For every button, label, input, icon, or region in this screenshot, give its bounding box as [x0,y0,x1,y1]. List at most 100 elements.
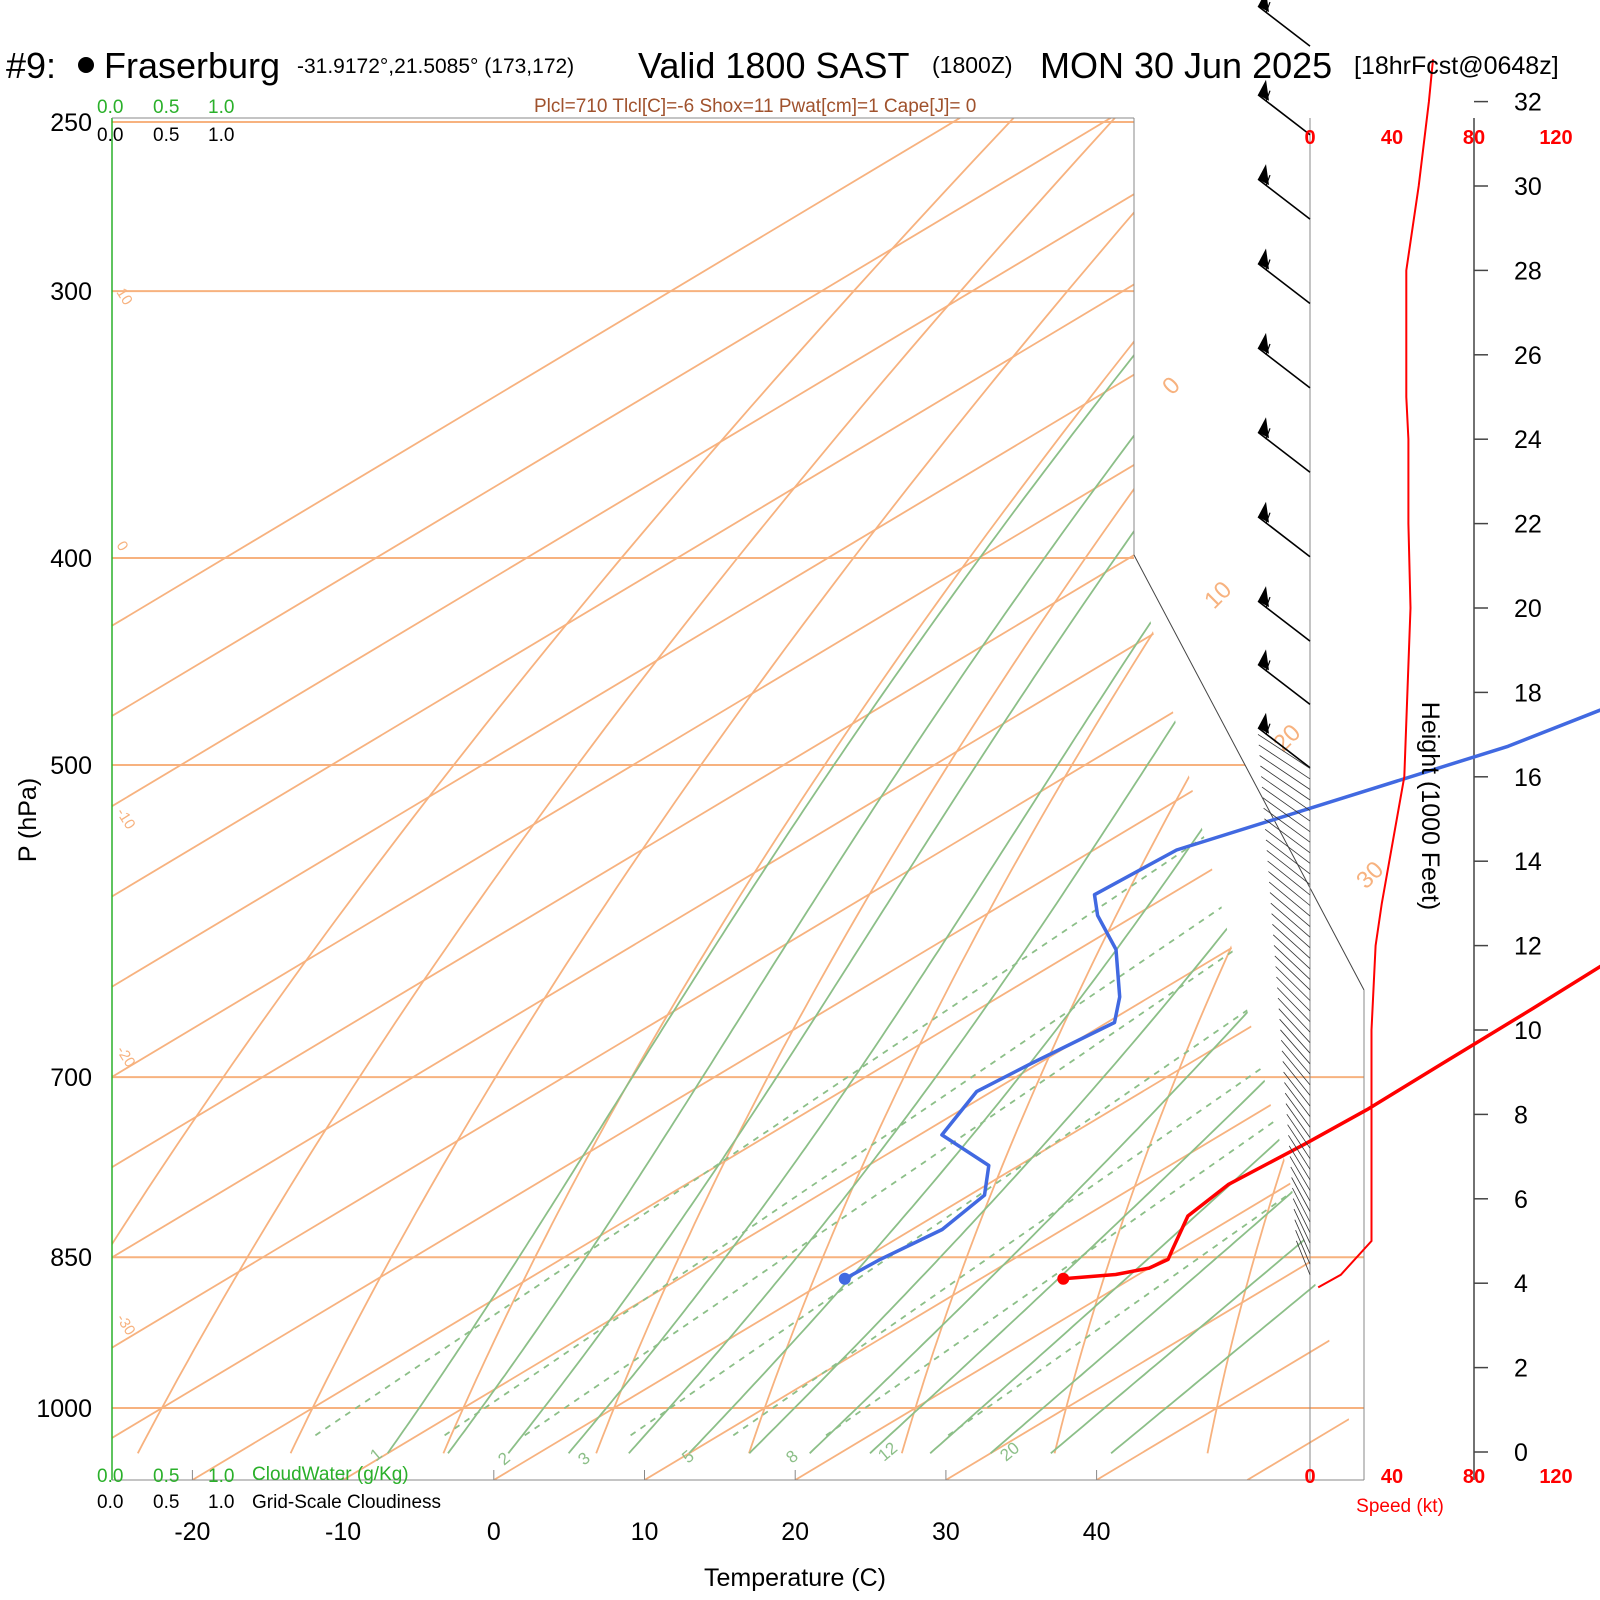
cloudiness-scale-bottom-1: 0.5 [153,1492,179,1513]
valid-zulu: (1800Z) [932,52,1013,78]
wind-barb-pennant [1258,501,1269,523]
moist-adiabat-line [507,118,1364,1454]
pressure-tick-label: 500 [50,752,92,780]
wind-barb-low [1264,828,1311,864]
moist-adiabat-line [567,118,1364,1454]
speed-profile-line [1317,59,1434,1289]
cloudwater-scale-top-0: 0.0 [97,97,123,118]
wind-barb-low [1273,945,1311,980]
wind-barb-pennant [1258,417,1269,439]
moist-adiabat-line [989,118,1364,1454]
moist-adiabat-line [1050,118,1364,1454]
wind-barb-pennant [1258,332,1269,354]
wind-barb-low [1269,892,1311,927]
moist-adiabat-line [628,118,1364,1454]
height-tick-label: 10 [1514,1017,1542,1045]
pressure-tick-label: 700 [50,1064,92,1092]
cloudiness-scale-top-1: 0.5 [153,125,179,146]
wind-barb-low [1288,1135,1311,1170]
wind-barb-low [1280,1029,1311,1065]
wind-barb-low [1274,955,1311,991]
wind-barb-low [1258,744,1311,780]
wind-barb-low [1270,902,1311,938]
height-tick-label: 24 [1514,426,1542,454]
wind-barb-low [1282,1061,1311,1096]
isotherm-line [112,118,1364,1480]
wind-barb-pennant [1258,79,1269,101]
speed-tick-label: 120 [1539,127,1572,149]
cloudwater-label: CloudWater (g/Kg) [252,1464,409,1485]
height-tick-label: 4 [1514,1270,1528,1298]
speed-tick-label: 40 [1381,1466,1403,1488]
dry-adiabat-line [137,118,1147,1454]
sounding-indices: Plcl=710 Tlcl[C]=-6 Shox=11 Pwat[cm]=1 C… [534,96,976,117]
dewpoint-surface-point [838,1272,851,1285]
height-tick-label: 16 [1514,764,1542,792]
wind-barb-low [1278,1008,1311,1043]
mixing-ratio-line [630,557,1364,1437]
mixing-ratio-line [524,557,1364,1437]
speed-label: Speed (kt) [1356,1496,1444,1517]
cloudwater-scale-top-1: 0.5 [153,97,179,118]
mixing-ratio-line [314,557,1364,1437]
speed-tick-label: 120 [1539,1466,1572,1488]
pressure-tick-label: 250 [50,109,92,137]
isotherm-label: -20 [113,1043,139,1070]
isotherm-label: -10 [113,805,139,832]
cloudiness-scale-top-2: 1.0 [208,125,234,146]
cloudwater-scale-bottom-2: 1.0 [208,1466,234,1487]
cloudiness-scale-bottom-0: 0.0 [97,1492,123,1513]
cloudiness-scale-bottom-2: 1.0 [208,1492,234,1513]
wind-barb-low [1272,934,1311,970]
wind-barb-low [1280,1040,1311,1075]
isotherm-line [794,118,1364,1480]
temperature-tick-label: 0 [487,1518,501,1546]
temperature-tick-label: -20 [174,1518,210,1546]
wind-barb-low [1271,913,1311,948]
wind-barb-pennant [1258,649,1269,671]
isobar-lines [112,121,1364,1409]
isotherm-line [945,118,1364,1480]
isotherm-line [342,118,1364,1480]
isotherm-line [112,118,1262,1480]
mixing-ratio-labels: 1 2 3 5 8 12 20 [366,1438,1023,1469]
dry-adiabat-line [900,118,1364,1454]
temperature-axis-ticks: -20 -10 0 10 20 30 40 [174,1470,1111,1546]
wind-barb-feather [1265,428,1271,440]
pressure-tick-label: 300 [50,278,92,306]
wind-barb-low [1293,1208,1311,1244]
temperature-tick-label: -10 [325,1518,361,1546]
wind-barb-low [1260,765,1311,801]
height-tick-label: 14 [1514,848,1542,876]
isotherm-labels: 100-10-20-30 [113,285,139,1338]
station-dot-icon [78,57,94,73]
mixing-ratio-line [444,557,1364,1437]
wind-barb-low [1281,1050,1311,1086]
valid-date: MON 30 Jun 2025 [1040,45,1332,86]
wind-barb-low [1262,797,1311,833]
mixing-ratio-label: 8 [782,1446,801,1467]
isotherm-label: 0 [113,538,132,554]
valid-time: Valid 1800 SAST [638,45,910,86]
height-tick-label: 28 [1514,257,1542,285]
wind-barb-pennant [1258,0,1269,13]
wind-barb-pennant [1258,164,1269,186]
wind-barb-low [1264,818,1311,854]
wind-barb-feather [1265,90,1271,102]
mixing-ratio-line [732,557,1364,1437]
height-tick-label: 20 [1514,595,1542,623]
speed-profile [1317,59,1434,1289]
wind-barb-low [1259,755,1311,790]
wind-barb-pennant [1258,586,1269,608]
wind-barb-feather [1265,343,1271,356]
wind-barb-feather [1265,512,1271,524]
wind-barb-low [1286,1113,1311,1149]
height-tick-label: 18 [1514,679,1542,707]
wind-barb-low [1290,1166,1311,1202]
dry-adiabat-line [1359,118,1364,1454]
mixing-ratio-label: 1 [366,1444,385,1465]
moist-adiabat-line [929,118,1364,1454]
